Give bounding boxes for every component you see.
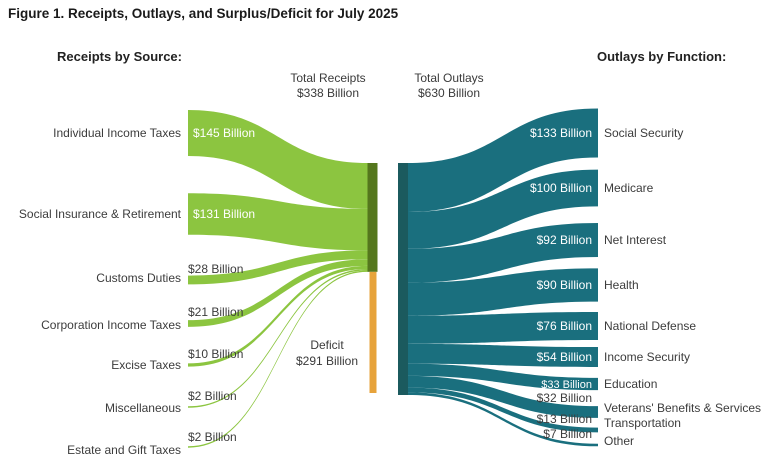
outlays-value-label-health: $90 Billion — [537, 278, 592, 292]
receipts-category-label-individual-income-taxes: Individual Income Taxes — [53, 126, 181, 140]
receipts-value-label-individual-income-taxes: $145 Billion — [193, 126, 255, 140]
outlays-value-label-net-interest: $92 Billion — [537, 233, 592, 247]
outlays-value-label-medicare: $100 Billion — [530, 181, 592, 195]
total-receipts-label: Total Receipts $338 Billion — [290, 71, 365, 101]
outlays-category-label-income-security: Income Security — [604, 350, 690, 364]
outlays-category-label-national-defense: National Defense — [604, 319, 696, 333]
flow-corporation-income-taxes — [188, 259, 368, 327]
receipts-value-label-excise-taxes: $10 Billion — [188, 347, 243, 361]
receipts-category-label-corporation-income-taxes: Corporation Income Taxes — [41, 318, 181, 332]
total-receipts-value: $338 Billion — [296, 86, 360, 100]
receipts-category-label-miscellaneous: Miscellaneous — [105, 401, 181, 415]
total-receipts-bar — [367, 163, 378, 272]
deficit-label: Deficit $291 Billion — [296, 337, 358, 369]
outlays-value-label-education: $33 Billion — [541, 379, 592, 391]
receipts-value-label-social-insurance-retirement: $131 Billion — [193, 207, 255, 221]
figure-title: Figure 1. Receipts, Outlays, and Surplus… — [8, 6, 399, 21]
deficit-title: Deficit — [310, 338, 344, 352]
total-receipts-title: Total Receipts — [290, 71, 366, 85]
outlays-category-label-health: Health — [604, 278, 639, 292]
outlays-value-label-transportation: $13 Billion — [537, 412, 592, 426]
receipts-category-label-excise-taxes: Excise Taxes — [111, 358, 181, 372]
flow-income-security — [408, 343, 598, 367]
receipts-value-label-customs-duties: $28 Billion — [188, 262, 243, 276]
total-outlays-title: Total Outlays — [414, 71, 484, 85]
outlays-category-label-transportation: Transportation — [604, 416, 681, 430]
outlays-value-label-veterans-benefits-services: $32 Billion — [537, 391, 592, 405]
outlays-value-label-other: $7 Billion — [543, 427, 592, 441]
outlays-value-label-national-defense: $76 Billion — [537, 319, 592, 333]
outlays-category-label-other: Other — [604, 434, 634, 448]
outlays-value-label-social-security: $133 Billion — [530, 126, 592, 140]
receipts-category-label-social-insurance-retirement: Social Insurance & Retirement — [19, 207, 182, 221]
receipts-category-label-estate-and-gift-taxes: Estate and Gift Taxes — [67, 443, 181, 457]
flow-miscellaneous — [188, 269, 368, 408]
outlays-category-label-social-security: Social Security — [604, 126, 683, 140]
receipts-value-label-corporation-income-taxes: $21 Billion — [188, 305, 243, 319]
receipts-value-label-miscellaneous: $2 Billion — [188, 389, 237, 403]
flow-net-interest — [408, 223, 598, 283]
flow-health — [408, 268, 598, 316]
flow-medicare — [408, 169, 598, 249]
receipts-value-label-estate-and-gift-taxes: $2 Billion — [188, 430, 237, 444]
receipts-header: Receipts by Source: — [57, 49, 182, 64]
flow-national-defense — [408, 312, 598, 344]
outlays-category-label-net-interest: Net Interest — [604, 233, 667, 247]
deficit-value: $291 Billion — [295, 354, 359, 368]
total-outlays-label: Total Outlays $630 Billion — [414, 71, 483, 101]
flow-individual-income-taxes — [188, 110, 368, 209]
flow-transportation — [408, 387, 598, 433]
flow-other — [408, 392, 598, 447]
flow-social-security — [408, 108, 598, 212]
outlays-category-label-education: Education — [604, 377, 657, 391]
outlays-value-label-income-security: $54 Billion — [537, 350, 592, 364]
flow-excise-taxes — [188, 265, 368, 367]
flow-education — [408, 363, 598, 391]
deficit-bar — [369, 271, 377, 393]
outlays-category-label-veterans-benefits-services: Veterans' Benefits & Services — [604, 401, 761, 415]
total-outlays-bar — [398, 163, 408, 395]
outlays-header: Outlays by Function: — [597, 49, 727, 64]
flow-veterans-benefits-services — [408, 375, 598, 418]
total-outlays-value: $630 Billion — [417, 86, 481, 100]
flow-social-insurance-retirement — [188, 193, 368, 251]
receipts-category-label-customs-duties: Customs Duties — [96, 271, 181, 285]
flow-customs-duties — [188, 250, 368, 285]
flow-estate-and-gift-taxes — [188, 270, 368, 448]
outlays-category-label-medicare: Medicare — [604, 181, 654, 195]
